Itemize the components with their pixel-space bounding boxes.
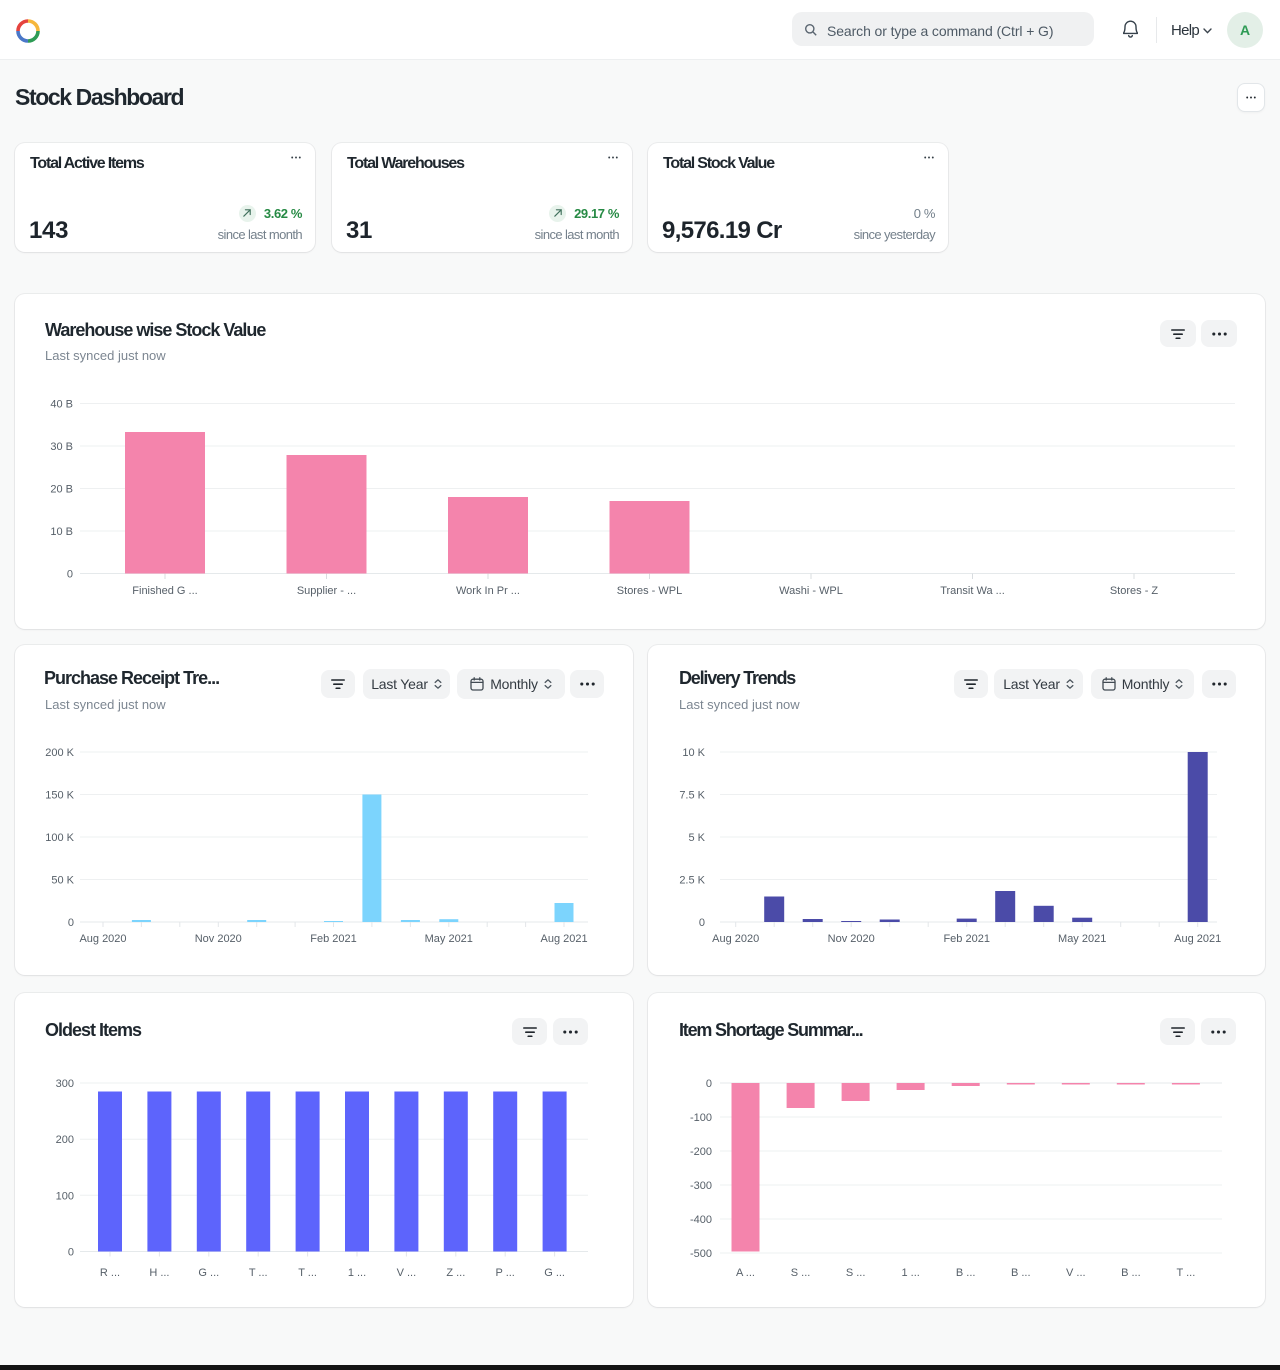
svg-text:Supplier - ...: Supplier - ...: [297, 585, 356, 597]
svg-text:S ...: S ...: [846, 1267, 866, 1279]
svg-text:Nov 2020: Nov 2020: [828, 933, 875, 945]
svg-text:0: 0: [699, 917, 705, 929]
svg-text:A ...: A ...: [736, 1267, 755, 1279]
svg-text:0: 0: [68, 1247, 74, 1259]
svg-text:Feb 2021: Feb 2021: [943, 933, 989, 945]
svg-text:Work In Pr ...: Work In Pr ...: [456, 585, 520, 597]
svg-text:Stores - Z: Stores - Z: [1110, 585, 1159, 597]
svg-text:Washi - WPL: Washi - WPL: [779, 585, 843, 597]
svg-text:50 K: 50 K: [51, 875, 74, 887]
svg-text:Aug 2020: Aug 2020: [79, 933, 126, 945]
svg-text:Z ...: Z ...: [446, 1267, 465, 1279]
svg-text:B ...: B ...: [1011, 1267, 1031, 1279]
svg-text:P ...: P ...: [496, 1267, 515, 1279]
svg-text:G ...: G ...: [544, 1267, 565, 1279]
svg-text:T ...: T ...: [1177, 1267, 1196, 1279]
svg-text:-100: -100: [690, 1112, 712, 1124]
svg-text:0: 0: [68, 917, 74, 929]
svg-text:200 K: 200 K: [45, 747, 74, 759]
svg-text:300: 300: [56, 1078, 74, 1090]
svg-text:30 B: 30 B: [50, 441, 73, 453]
svg-text:Nov 2020: Nov 2020: [195, 933, 242, 945]
svg-text:B ...: B ...: [956, 1267, 976, 1279]
svg-text:2.5 K: 2.5 K: [679, 875, 705, 887]
svg-text:1 ...: 1 ...: [901, 1267, 919, 1279]
svg-text:May 2021: May 2021: [1058, 933, 1106, 945]
svg-text:Stores - WPL: Stores - WPL: [617, 585, 682, 597]
svg-text:Finished G ...: Finished G ...: [132, 585, 197, 597]
svg-text:100 K: 100 K: [45, 832, 74, 844]
svg-text:Aug 2021: Aug 2021: [1174, 933, 1221, 945]
svg-text:20 B: 20 B: [50, 484, 73, 496]
svg-text:May 2021: May 2021: [425, 933, 473, 945]
svg-text:V ...: V ...: [1066, 1267, 1086, 1279]
svg-text:-200: -200: [690, 1146, 712, 1158]
svg-text:Aug 2020: Aug 2020: [712, 933, 759, 945]
svg-text:-400: -400: [690, 1214, 712, 1226]
svg-text:V ...: V ...: [397, 1267, 417, 1279]
svg-text:200: 200: [56, 1134, 74, 1146]
svg-text:T ...: T ...: [249, 1267, 268, 1279]
svg-text:100: 100: [56, 1190, 74, 1202]
svg-text:T ...: T ...: [298, 1267, 317, 1279]
svg-text:H ...: H ...: [149, 1267, 169, 1279]
svg-text:Aug 2021: Aug 2021: [540, 933, 587, 945]
svg-text:0: 0: [67, 569, 73, 581]
svg-text:150 K: 150 K: [45, 790, 74, 802]
svg-text:-300: -300: [690, 1180, 712, 1192]
svg-text:G ...: G ...: [198, 1267, 219, 1279]
svg-text:7.5 K: 7.5 K: [679, 790, 705, 802]
svg-text:10 B: 10 B: [50, 526, 73, 538]
svg-text:Feb 2021: Feb 2021: [310, 933, 356, 945]
svg-text:-500: -500: [690, 1248, 712, 1260]
svg-text:0: 0: [706, 1078, 712, 1090]
svg-text:Transit Wa ...: Transit Wa ...: [940, 585, 1005, 597]
svg-text:1 ...: 1 ...: [348, 1267, 366, 1279]
svg-text:40 B: 40 B: [50, 399, 73, 411]
svg-text:B ...: B ...: [1121, 1267, 1141, 1279]
svg-text:5 K: 5 K: [688, 832, 705, 844]
svg-text:10 K: 10 K: [682, 747, 705, 759]
svg-text:R ...: R ...: [100, 1267, 120, 1279]
svg-text:S ...: S ...: [791, 1267, 811, 1279]
